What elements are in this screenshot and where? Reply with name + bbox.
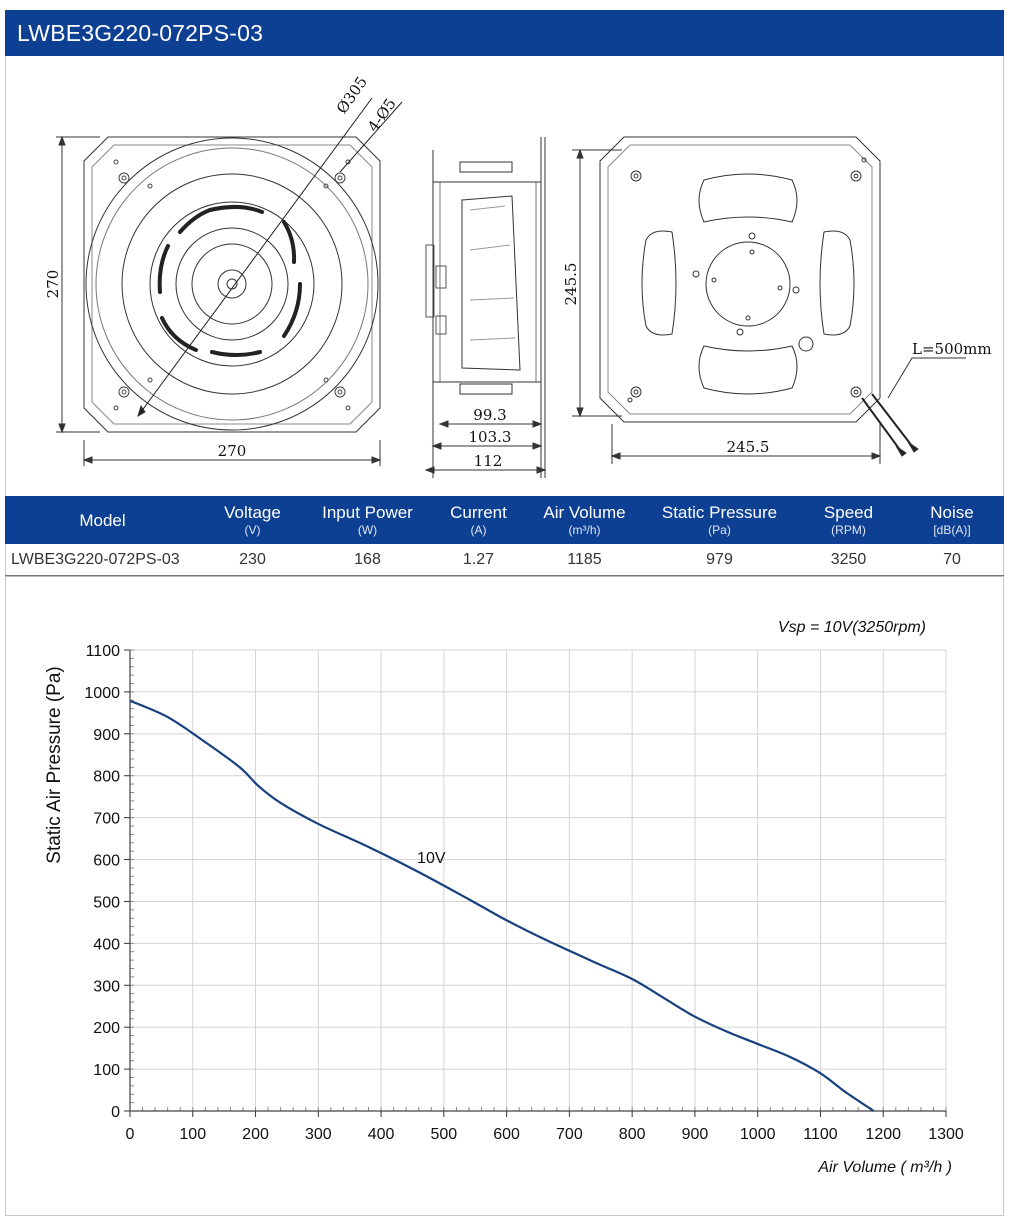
rear-height-label: 245.5 xyxy=(562,263,580,306)
spec-table: Model Voltage (V) Input Power (W) Current(… xyxy=(5,496,1004,576)
header-model: Model xyxy=(5,496,200,544)
cell-static-pressure: 979 xyxy=(642,544,797,576)
cell-model: LWBE3G220-072PS-03 xyxy=(5,544,200,576)
technical-drawing: 270 270 Ø305 4-Ø5 99.3 103.3 112 245.5 2… xyxy=(44,73,992,478)
front-ring-outer xyxy=(85,137,379,431)
cable xyxy=(861,393,913,451)
cable-length-label: L=500mm xyxy=(912,340,992,358)
header-air-volume: Air Volume (m³/h) xyxy=(527,496,642,544)
cell-noise: 70 xyxy=(900,544,1004,576)
cell-input-power: 168 xyxy=(305,544,430,576)
spec-header-row: Model Voltage (V) Input Power (W) Current(… xyxy=(5,496,1004,544)
header-input-power: Input Power (W) xyxy=(305,496,430,544)
side-dim-label: 112 xyxy=(474,452,503,470)
front-width-label: 270 xyxy=(218,442,247,460)
header-static-pressure: Static Pressure (Pa) xyxy=(642,496,797,544)
rear-cutout-bottom xyxy=(698,345,798,395)
rear-cutout-right xyxy=(819,230,855,336)
front-mount-holes xyxy=(113,159,351,411)
rear-view xyxy=(572,136,966,464)
impeller-blades xyxy=(157,205,302,357)
table-row: LWBE3G220-072PS-03 230 168 1.27 1185 979… xyxy=(5,544,1004,576)
rear-width-label: 245.5 xyxy=(727,438,770,456)
cell-air-volume: 1185 xyxy=(527,544,642,576)
rear-cutout-left xyxy=(641,230,677,336)
header-speed: Speed (RPM) xyxy=(797,496,900,544)
diameter-label: Ø305 xyxy=(333,73,371,117)
side-view xyxy=(424,137,547,478)
header-voltage: Voltage (V) xyxy=(200,496,305,544)
rear-cutout-top xyxy=(698,173,798,223)
cell-current: 1.27 xyxy=(430,544,527,576)
section-divider xyxy=(5,576,1004,577)
front-height-label: 270 xyxy=(44,270,62,299)
page-title: LWBE3G220-072PS-03 xyxy=(5,10,1004,56)
cell-voltage: 230 xyxy=(200,544,305,576)
header-current: Current (A) xyxy=(430,496,527,544)
side-dim-label: 99.3 xyxy=(473,406,506,424)
header-noise: Noise [dB(A)] xyxy=(900,496,1004,544)
side-dim-label: 103.3 xyxy=(469,428,512,446)
cell-speed: 3250 xyxy=(797,544,900,576)
